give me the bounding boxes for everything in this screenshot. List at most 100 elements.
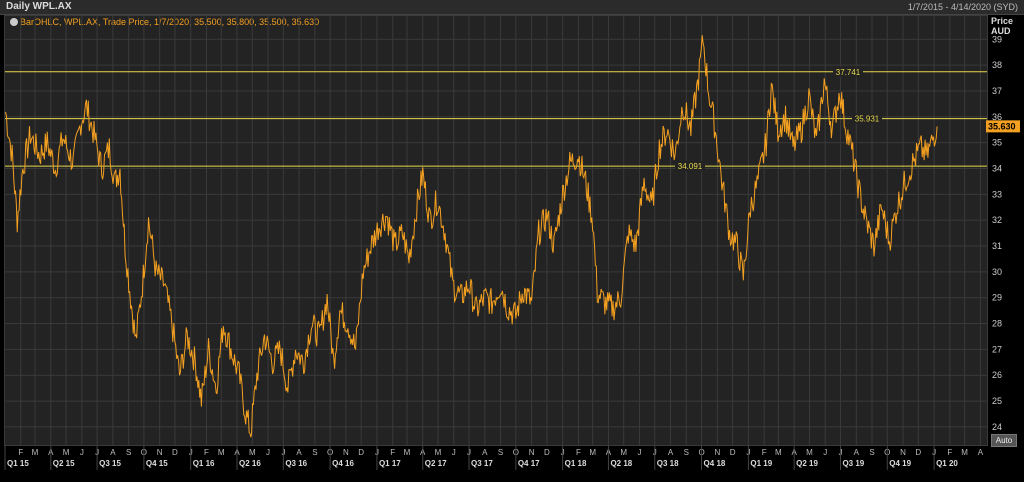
date-range: 1/7/2015 - 4/14/2020 (SYD): [907, 2, 1018, 12]
x-tick-quarter-label: Q3 18: [657, 459, 679, 468]
x-tick-quarter-label: Q2 19: [796, 459, 818, 468]
x-tick-quarter-label: Q2 16: [239, 459, 261, 468]
x-tick-month-label: F: [390, 448, 395, 457]
y-axis-title-currency: AUD: [991, 26, 1011, 36]
x-tick-quarter-label: Q4 15: [146, 459, 168, 468]
y-axis-title-price: Price: [991, 16, 1014, 26]
y-tick-label: 37: [992, 86, 1002, 96]
x-tick-quarter-label: Q4 19: [889, 459, 911, 468]
x-tick-month-label: M: [589, 448, 596, 457]
x-tick-quarter-label: Q1 16: [193, 459, 215, 468]
y-tick-label: 28: [992, 319, 1002, 329]
x-tick-quarter-label: Q2 15: [53, 459, 75, 468]
y-tick-label: 30: [992, 267, 1002, 277]
x-tick-quarter-label: Q1 15: [7, 459, 29, 468]
x-tick-month-label: N: [529, 448, 535, 457]
y-tick-label: 31: [992, 241, 1002, 251]
x-tick-month-label: D: [730, 448, 736, 457]
x-tick-month-label: D: [544, 448, 550, 457]
x-tick-quarter-label: Q4 17: [518, 459, 540, 468]
x-tick-month-label: J: [80, 448, 84, 457]
x-tick-quarter-label: Q3 15: [99, 459, 121, 468]
y-tick-label: 36: [992, 112, 1002, 122]
x-tick-month-label: N: [900, 448, 906, 457]
reference-line-label: 35.931: [855, 115, 880, 124]
x-tick-month-label: D: [915, 448, 921, 457]
x-tick-month-label: M: [249, 448, 256, 457]
reference-line-label: 34.091: [678, 162, 703, 171]
x-tick-month-label: N: [714, 448, 720, 457]
x-tick-month-label: F: [18, 448, 23, 457]
y-tick-label: 29: [992, 293, 1002, 303]
x-tick-quarter-label: Q3 16: [285, 459, 307, 468]
x-tick-quarter-label: Q1 17: [379, 459, 401, 468]
x-tick-month-label: D: [172, 448, 178, 457]
y-tick-label: 38: [992, 60, 1002, 70]
x-tick-quarter-label: Q4 18: [704, 459, 726, 468]
title-bar: Daily WPL.AX 1/7/2015 - 4/14/2020 (SYD): [0, 0, 1024, 15]
last-price-label: 35.630: [988, 121, 1016, 131]
x-tick-month-label: M: [775, 448, 782, 457]
x-tick-month-label: S: [126, 448, 131, 457]
y-tick-label: 26: [992, 370, 1002, 380]
price-series-line: [5, 35, 938, 438]
x-tick-month-label: A: [110, 448, 116, 457]
y-tick-label: 33: [992, 189, 1002, 199]
x-tick-month-label: A: [668, 448, 674, 457]
y-tick-label: 32: [992, 215, 1002, 225]
reference-label-bg: [852, 113, 882, 124]
x-tick-quarter-label: Q1 20: [936, 459, 958, 468]
x-tick-quarter-label: Q2 18: [610, 459, 632, 468]
x-tick-month-label: M: [620, 448, 627, 457]
legend-bullet-icon: [10, 18, 18, 26]
x-tick-month-label: S: [684, 448, 689, 457]
x-tick-month-label: S: [869, 448, 874, 457]
x-tick-quarter-label: Q4 16: [332, 459, 354, 468]
x-tick-month-label: M: [218, 448, 225, 457]
x-tick-month-label: J: [823, 448, 827, 457]
auto-scale-button[interactable]: Auto: [991, 434, 1017, 447]
reference-label-bg: [833, 66, 863, 77]
y-tick-label: 35: [992, 138, 1002, 148]
x-tick-month-label: N: [343, 448, 349, 457]
x-tick-quarter-label: Q3 19: [842, 459, 864, 468]
y-tick-label: 39: [992, 34, 1002, 44]
legend-text: BarOHLC, WPL.AX, Trade Price, 1/7/2020, …: [20, 17, 320, 27]
x-tick-month-label: N: [157, 448, 163, 457]
x-tick-month-label: F: [576, 448, 581, 457]
x-tick-quarter-label: Q3 17: [471, 459, 493, 468]
x-tick-month-label: J: [266, 448, 270, 457]
x-tick-month-label: S: [498, 448, 503, 457]
reference-line-label: 37.741: [836, 68, 861, 77]
y-axis-title: Price AUD: [991, 16, 1013, 36]
reference-label-bg: [675, 161, 705, 172]
x-tick-month-label: M: [435, 448, 442, 457]
x-tick-month-label: A: [978, 448, 984, 457]
x-tick-quarter-label: Q1 18: [565, 459, 587, 468]
x-tick-month-label: J: [637, 448, 641, 457]
series-legend[interactable]: BarOHLC, WPL.AX, Trade Price, 1/7/2020, …: [10, 17, 319, 27]
x-tick-month-label: M: [63, 448, 70, 457]
y-tick-label: 34: [992, 163, 1002, 173]
x-tick-month-label: M: [806, 448, 813, 457]
x-tick-month-label: A: [296, 448, 302, 457]
x-tick-month-label: M: [404, 448, 411, 457]
x-tick-quarter-label: Q2 17: [425, 459, 447, 468]
window-title: Daily WPL.AX: [6, 1, 72, 12]
last-price-tag: [986, 120, 1020, 133]
x-tick-month-label: M: [32, 448, 39, 457]
x-tick-month-label: F: [947, 448, 952, 457]
x-tick-month-label: A: [854, 448, 860, 457]
x-tick-month-label: J: [452, 448, 456, 457]
y-tick-label: 24: [992, 422, 1002, 432]
x-tick-month-label: F: [762, 448, 767, 457]
x-tick-month-label: M: [961, 448, 968, 457]
y-tick-label: 25: [992, 396, 1002, 406]
x-tick-month-label: A: [482, 448, 488, 457]
x-tick-month-label: D: [358, 448, 364, 457]
x-tick-month-label: F: [204, 448, 209, 457]
y-tick-label: 27: [992, 344, 1002, 354]
x-tick-quarter-label: Q1 19: [750, 459, 772, 468]
x-tick-month-label: S: [312, 448, 317, 457]
